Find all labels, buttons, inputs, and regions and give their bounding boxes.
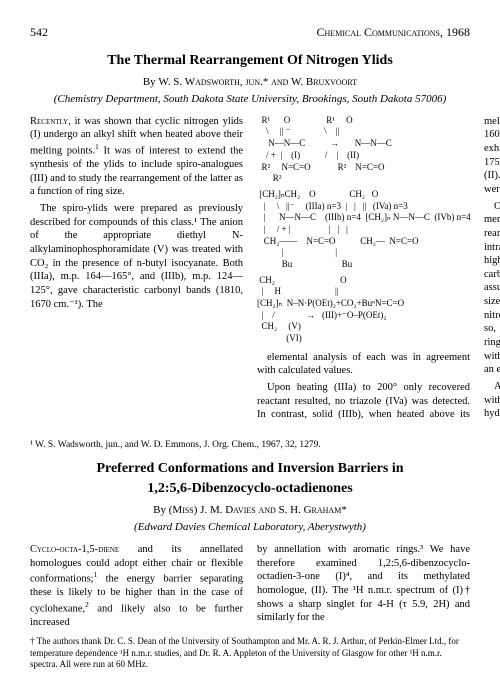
para: elemental analysis of each was in agreem… — [257, 351, 470, 378]
scheme-line: | / + | | | | — [257, 224, 470, 236]
scheme-line: CH₂ (V) — [257, 321, 470, 333]
article1-footnote: ¹ W. S. Wadsworth, jun., and W. D. Emmon… — [30, 439, 470, 452]
scheme-line: [CH₂]ₙCH₂ O CH₂ O — [257, 189, 470, 201]
reaction-scheme: R¹ O R¹ O \ || ⁻ \ || N—N—C → N—N—C / + … — [257, 115, 470, 345]
scheme-line: N—N—C → N—N—C — [257, 138, 470, 150]
article2-affiliation: (Edward Davies Chemical Laboratory, Aber… — [30, 520, 470, 535]
scheme-line: | H || — [257, 286, 470, 298]
article1-affiliation: (Chemistry Department, South Dakota Stat… — [30, 92, 470, 107]
article1-authors: W. S. Wadsworth, jun.* and W. Bruxvoort — [158, 76, 357, 88]
para: RecentlyRecently, it was shown that cycl… — [30, 115, 243, 199]
article1-byline: By W. S. Wadsworth, jun.* and W. Bruxvoo… — [30, 75, 470, 90]
article2-authors: (Miss) J. M. Davies and S. H. Graham* — [169, 504, 347, 516]
article1-body: RecentlyRecently, it was shown that cycl… — [30, 115, 470, 435]
article2-title-line2: 1,2:5,6-Dibenzocyclo-octadienones — [30, 480, 470, 499]
scheme-line: Bu Bu — [257, 259, 470, 271]
para: The spiro-ylids were prepared as previou… — [30, 202, 243, 311]
scheme-line: R² — [257, 173, 470, 185]
article1-title: The Thermal Rearrangement Of Nitrogen Yl… — [30, 52, 470, 71]
by-label: By — [153, 504, 166, 516]
scheme-line: | / → (III)+⁻O–P(OEt)₂ — [257, 310, 470, 322]
scheme-line: [CH₂]ₙ N–N·P(OEt)₂+CO₂+BuⁿN=C=O — [257, 298, 470, 310]
scheme-line: R² N=C=O R² N=C=O — [257, 162, 470, 174]
scheme-line: (VI) — [257, 333, 470, 345]
article2-byline: By (Miss) J. M. Davies and S. H. Graham* — [30, 503, 470, 518]
para: by annellation with aromatic rings.³ We … — [257, 543, 470, 625]
article2-footer-note: † The authors thank Dr. C. S. Dean of th… — [30, 636, 470, 670]
by-label: By — [143, 76, 156, 88]
para: Our preliminary results indicate that a … — [484, 200, 500, 377]
scheme-line: / + | (I) / | (II) — [257, 150, 470, 162]
scheme-line: CH₂ O — [257, 275, 470, 287]
journal-name: Chemical Communications, 1968 — [317, 24, 470, 40]
article2-body: Cyclo-octa-1,5-diene and its annellated … — [30, 543, 470, 630]
para: Cyclo-octa-1,5-diene and its annellated … — [30, 543, 243, 630]
scheme-line: | N—N—C (IIIb) n=4 [CH₂]ₙ N—N—C (IVb) n=… — [257, 212, 470, 224]
article2-title-line1: Preferred Conformations and Inversion Ba… — [30, 460, 470, 479]
page-number: 542 — [30, 24, 48, 40]
scheme-line: | | — [257, 247, 470, 259]
scheme-line: | \ ||⁻ (IIIa) n=3 | | || (IVa) n=3 — [257, 201, 470, 213]
scheme-line: \ || ⁻ \ || — [257, 126, 470, 138]
scheme-line: R¹ O R¹ O — [257, 115, 470, 127]
scheme-line: CH₂—— N=C=O CH₂— N=C=O — [257, 236, 470, 248]
